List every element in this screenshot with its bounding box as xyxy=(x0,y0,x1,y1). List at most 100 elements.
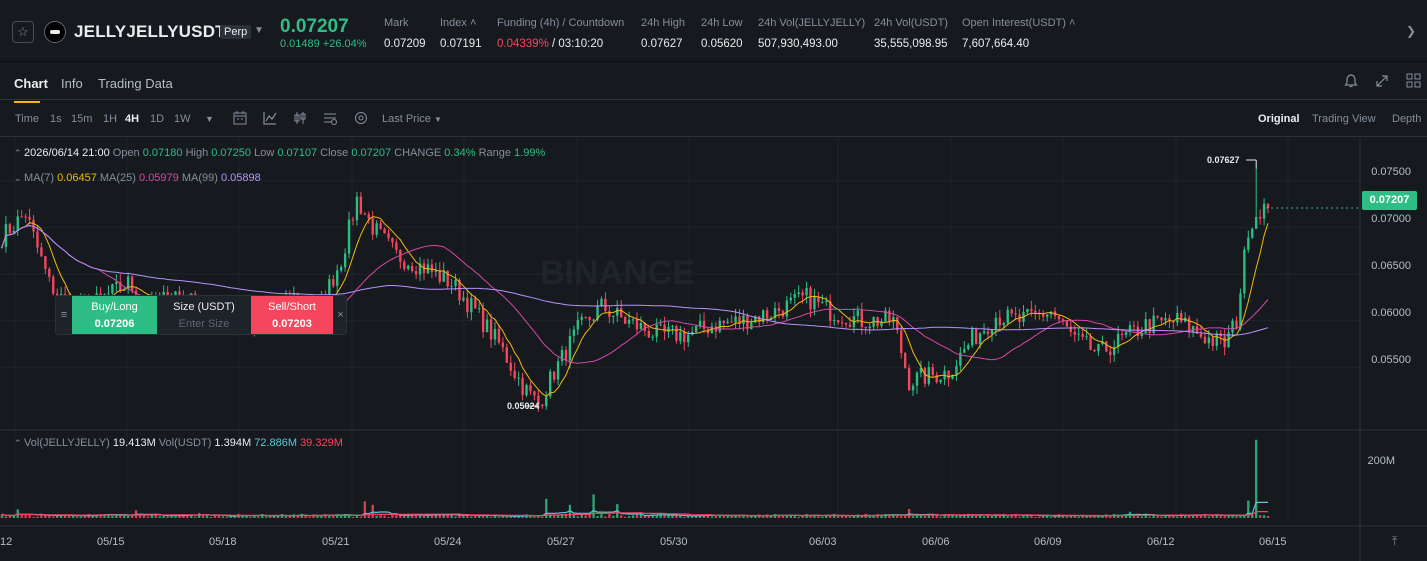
header-scroll-arrow-icon[interactable]: ❯ xyxy=(1406,24,1417,38)
volume-bar xyxy=(1255,439,1258,518)
symbol-dropdown-chevron-icon[interactable]: ▼ xyxy=(254,25,264,36)
interval-1d[interactable]: 1D xyxy=(150,113,165,125)
interval-1h[interactable]: 1H xyxy=(103,113,118,125)
volume-bar xyxy=(931,515,934,518)
legend-collapse-chevron-icon[interactable]: ⌃ xyxy=(14,148,25,158)
volume-bar xyxy=(738,515,741,518)
interval-1w[interactable]: 1W xyxy=(174,113,191,125)
view-original[interactable]: Original xyxy=(1258,113,1300,125)
candle-body xyxy=(1061,319,1065,321)
candle-body xyxy=(560,349,564,362)
volume-bar xyxy=(83,515,86,518)
candle-body xyxy=(1168,318,1171,322)
candle-body xyxy=(438,270,441,282)
expand-icon[interactable] xyxy=(1375,74,1389,88)
candle-body xyxy=(671,326,674,328)
candle-body xyxy=(336,270,339,286)
candle-body xyxy=(971,329,974,346)
interval-15m[interactable]: 15m xyxy=(71,113,93,125)
date-axis-label: 05/24 xyxy=(434,536,462,548)
candle-body xyxy=(1113,347,1116,355)
tab-trading-data[interactable]: Trading Data xyxy=(98,76,173,91)
candle-body xyxy=(16,216,19,231)
candle-body xyxy=(647,331,650,338)
volume-bar xyxy=(1105,514,1108,518)
legend-range-label: Range xyxy=(478,147,511,159)
candle-body xyxy=(694,325,698,332)
symbol-name[interactable]: JELLYJELLYUSDT xyxy=(74,22,226,41)
volume-bar xyxy=(24,514,27,518)
stat-open-interest[interactable]: Open Interest(USDT) ˄ 7,607,664.40 xyxy=(962,17,1075,50)
bell-icon[interactable] xyxy=(1344,73,1358,89)
candle-body xyxy=(738,316,741,325)
volume-bar xyxy=(99,514,102,518)
volume-bar xyxy=(1223,516,1226,518)
settings-sliders-icon[interactable] xyxy=(322,110,338,126)
chart-area[interactable]: BINANCE ⌃ 2026/06/14 21:00 Open 0.07180 … xyxy=(0,138,1427,561)
ma99-line xyxy=(1,225,1269,336)
calendar-icon[interactable] xyxy=(232,110,248,126)
tab-info[interactable]: Info xyxy=(61,76,83,91)
volume-bar xyxy=(1164,515,1167,518)
volume-bar xyxy=(489,516,493,518)
volume-bar xyxy=(355,515,359,518)
candle-body xyxy=(935,374,938,383)
drag-handle-icon[interactable]: ≡ xyxy=(60,309,68,321)
view-depth[interactable]: Depth xyxy=(1392,113,1422,125)
candle-body xyxy=(505,347,508,363)
candlestick-chart[interactable]: BINANCE xyxy=(0,138,1427,561)
stat-label: Open Interest(USDT) ˄ xyxy=(962,17,1076,29)
candle-body xyxy=(1215,333,1218,347)
candle-body xyxy=(967,345,970,350)
gear-icon[interactable] xyxy=(353,110,369,126)
indicators-icon[interactable] xyxy=(262,110,278,126)
volume-bar xyxy=(107,514,110,518)
interval-4h[interactable]: 4H xyxy=(125,113,140,125)
candle-style-icon[interactable] xyxy=(292,110,308,126)
candle-body xyxy=(702,320,706,329)
interval-1s[interactable]: 1s xyxy=(50,113,62,125)
volume-bar xyxy=(868,516,871,518)
view-trading-view[interactable]: Trading View xyxy=(1312,113,1376,125)
volume-bar xyxy=(470,516,473,518)
volume-bar xyxy=(892,514,895,518)
volume-bar xyxy=(1053,516,1057,518)
tab-chart[interactable]: Chart xyxy=(14,76,48,103)
volume-bar xyxy=(407,515,410,518)
volume-bar xyxy=(825,515,828,518)
chart-tabs: Chart Info Trading Data xyxy=(0,63,1427,103)
last-price: 0.07207 xyxy=(280,16,349,37)
price-source-select[interactable]: Last Price ▼ xyxy=(382,113,442,125)
candle-body xyxy=(785,300,789,317)
volume-bar xyxy=(166,516,169,518)
candle-body xyxy=(1124,332,1128,336)
volume-bar xyxy=(643,515,647,518)
volume-bar xyxy=(769,516,773,518)
volume-bar xyxy=(1195,514,1199,518)
favorite-star-icon[interactable]: ☆ xyxy=(12,21,34,43)
volume-bar xyxy=(844,516,848,518)
buy-long-button[interactable]: Buy/Long 0.07206 xyxy=(72,296,157,334)
volume-bar xyxy=(1101,515,1104,518)
legend-collapse-chevron-icon[interactable]: ⌄ xyxy=(14,173,25,183)
volume-bar xyxy=(552,514,556,518)
volume-bar xyxy=(967,513,970,518)
interval-time[interactable]: Time xyxy=(15,113,40,125)
candle-body xyxy=(710,326,714,334)
scroll-to-latest-icon[interactable]: ⤒ xyxy=(1392,534,1398,548)
volume-bar xyxy=(900,516,903,518)
volume-bar xyxy=(241,515,244,518)
interval-more-chevron-icon[interactable]: ▼ xyxy=(205,114,214,124)
size-input[interactable]: Size (USDT) Enter Size xyxy=(157,296,251,334)
volume-bar xyxy=(671,515,674,518)
close-icon[interactable]: × xyxy=(337,309,344,321)
legend-collapse-chevron-icon[interactable]: ⌃ xyxy=(14,438,25,448)
ma7-value: 0.06457 xyxy=(57,172,97,184)
candle-body xyxy=(769,317,773,319)
stat-value: 0.07191 xyxy=(440,38,482,50)
volume-bar xyxy=(572,514,576,518)
candle-body xyxy=(687,334,690,343)
stat-index[interactable]: Index ˄ 0.07191 xyxy=(440,17,482,50)
layout-grid-icon[interactable] xyxy=(1406,73,1421,88)
sell-short-button[interactable]: Sell/Short 0.07203 xyxy=(251,296,333,334)
